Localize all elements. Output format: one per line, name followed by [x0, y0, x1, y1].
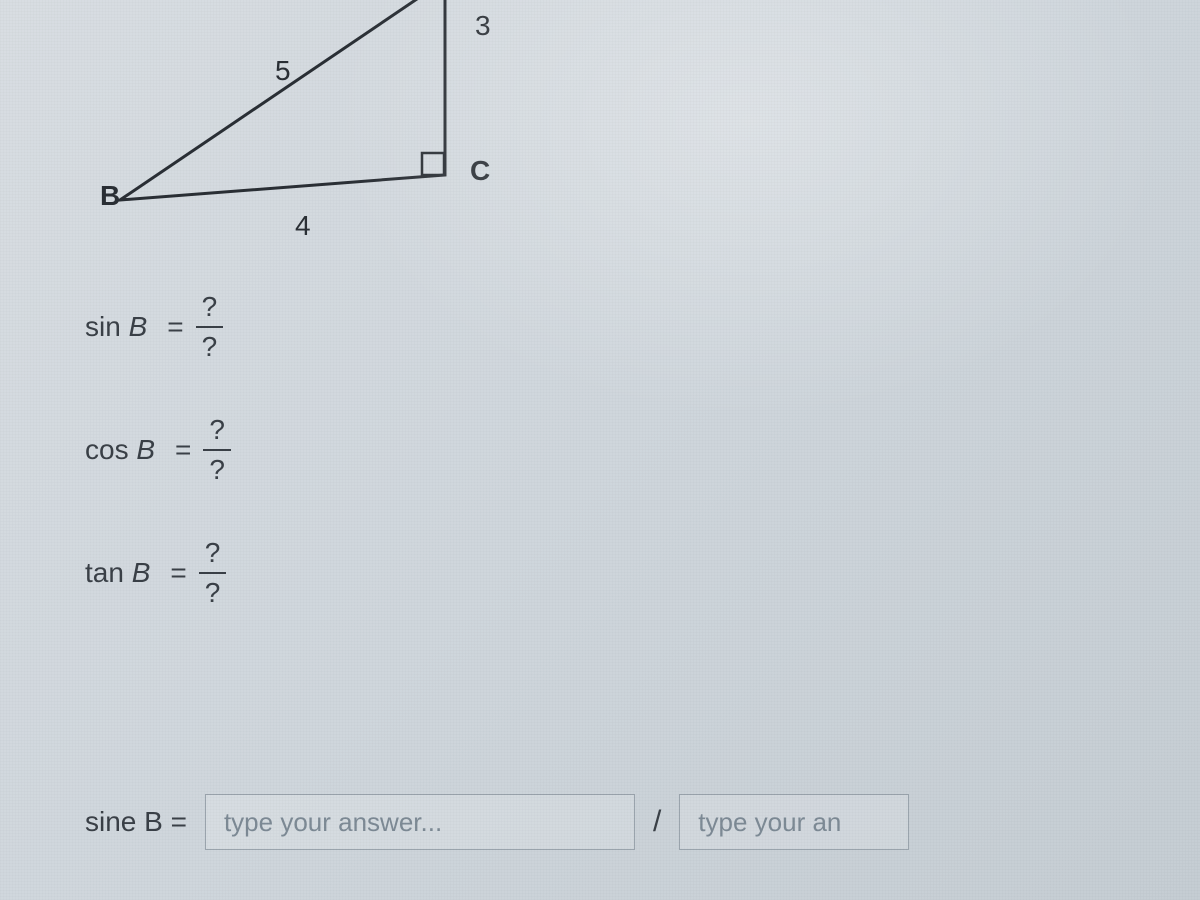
fraction-cos: ? ?: [203, 413, 231, 486]
denominator-input[interactable]: type your an: [679, 794, 909, 850]
side-label-base: 4: [295, 210, 311, 242]
var-sin: B: [129, 311, 148, 342]
fraction-bar-icon: [203, 449, 231, 451]
equation-sin: sin B = ? ?: [85, 290, 231, 363]
denominator-placeholder: type your an: [698, 807, 841, 838]
equation-tan: tan B = ? ?: [85, 536, 231, 609]
content-area: B C 5 4 3 sin B = ? ? cos B = ? ? tan B: [0, 0, 1200, 900]
denominator-cos: ?: [203, 453, 231, 487]
cos-label: cos B: [85, 434, 155, 466]
fraction-separator: /: [653, 805, 661, 839]
equation-cos: cos B = ? ?: [85, 413, 231, 486]
numerator-placeholder: type your answer...: [224, 807, 442, 838]
sin-label: sin B: [85, 311, 147, 343]
var-cos: B: [136, 434, 155, 465]
side-label-height: 3: [475, 10, 491, 42]
equals-sin: =: [167, 311, 183, 343]
numerator-sin: ?: [196, 290, 224, 324]
fraction-sin: ? ?: [196, 290, 224, 363]
fraction-tan: ? ?: [199, 536, 227, 609]
answer-row: sine B = type your answer... / type your…: [85, 794, 909, 850]
tan-label: tan B: [85, 557, 150, 589]
fn-tan: tan: [85, 557, 124, 588]
numerator-cos: ?: [203, 413, 231, 447]
numerator-input[interactable]: type your answer...: [205, 794, 635, 850]
triangle-shape: [120, 0, 445, 200]
vertex-label-b: B: [100, 180, 120, 212]
equations-block: sin B = ? ? cos B = ? ? tan B = ? ?: [85, 290, 231, 660]
fraction-bar-icon: [199, 572, 227, 574]
vertex-label-c: C: [470, 155, 490, 187]
denominator-sin: ?: [196, 330, 224, 364]
numerator-tan: ?: [199, 536, 227, 570]
right-angle-marker-icon: [422, 153, 444, 175]
fraction-bar-icon: [196, 326, 224, 328]
side-label-hypotenuse: 5: [275, 55, 291, 87]
fn-cos: cos: [85, 434, 129, 465]
fn-sin: sin: [85, 311, 121, 342]
triangle-diagram: B C 5 4 3: [100, 0, 520, 250]
denominator-tan: ?: [199, 576, 227, 610]
answer-label: sine B =: [85, 806, 187, 838]
equals-tan: =: [170, 557, 186, 589]
var-tan: B: [132, 557, 151, 588]
equals-cos: =: [175, 434, 191, 466]
